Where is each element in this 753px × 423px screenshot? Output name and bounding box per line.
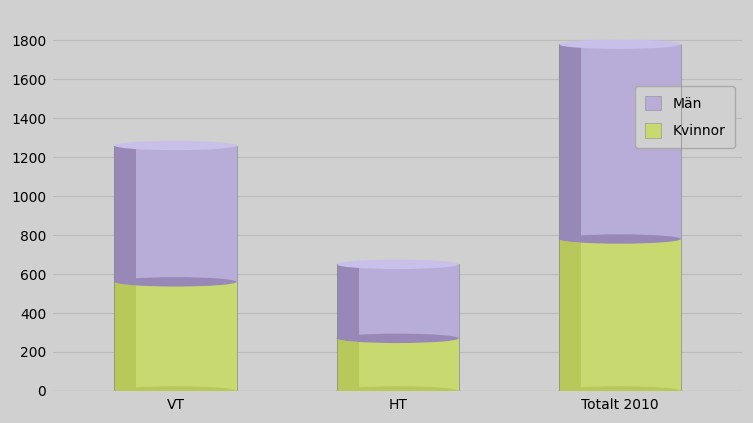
Bar (559, 239, 581, 391)
Bar (114, 146, 136, 282)
Bar (136, 282, 236, 391)
Bar (358, 338, 459, 391)
Ellipse shape (337, 260, 459, 269)
Ellipse shape (114, 141, 236, 150)
Ellipse shape (337, 334, 459, 343)
Bar (581, 44, 681, 239)
Ellipse shape (559, 234, 681, 244)
Ellipse shape (559, 386, 681, 396)
Ellipse shape (114, 386, 236, 396)
Legend: Män, Kvinnor: Män, Kvinnor (635, 86, 735, 148)
Bar (337, 338, 358, 391)
Ellipse shape (337, 386, 459, 396)
Bar (581, 239, 681, 391)
Bar (337, 264, 358, 338)
Ellipse shape (114, 277, 236, 286)
Ellipse shape (559, 234, 681, 244)
Bar (114, 282, 136, 391)
Ellipse shape (114, 277, 236, 286)
Bar (559, 44, 581, 239)
Ellipse shape (559, 39, 681, 49)
Bar (136, 146, 236, 282)
Bar (358, 264, 459, 338)
Ellipse shape (337, 334, 459, 343)
